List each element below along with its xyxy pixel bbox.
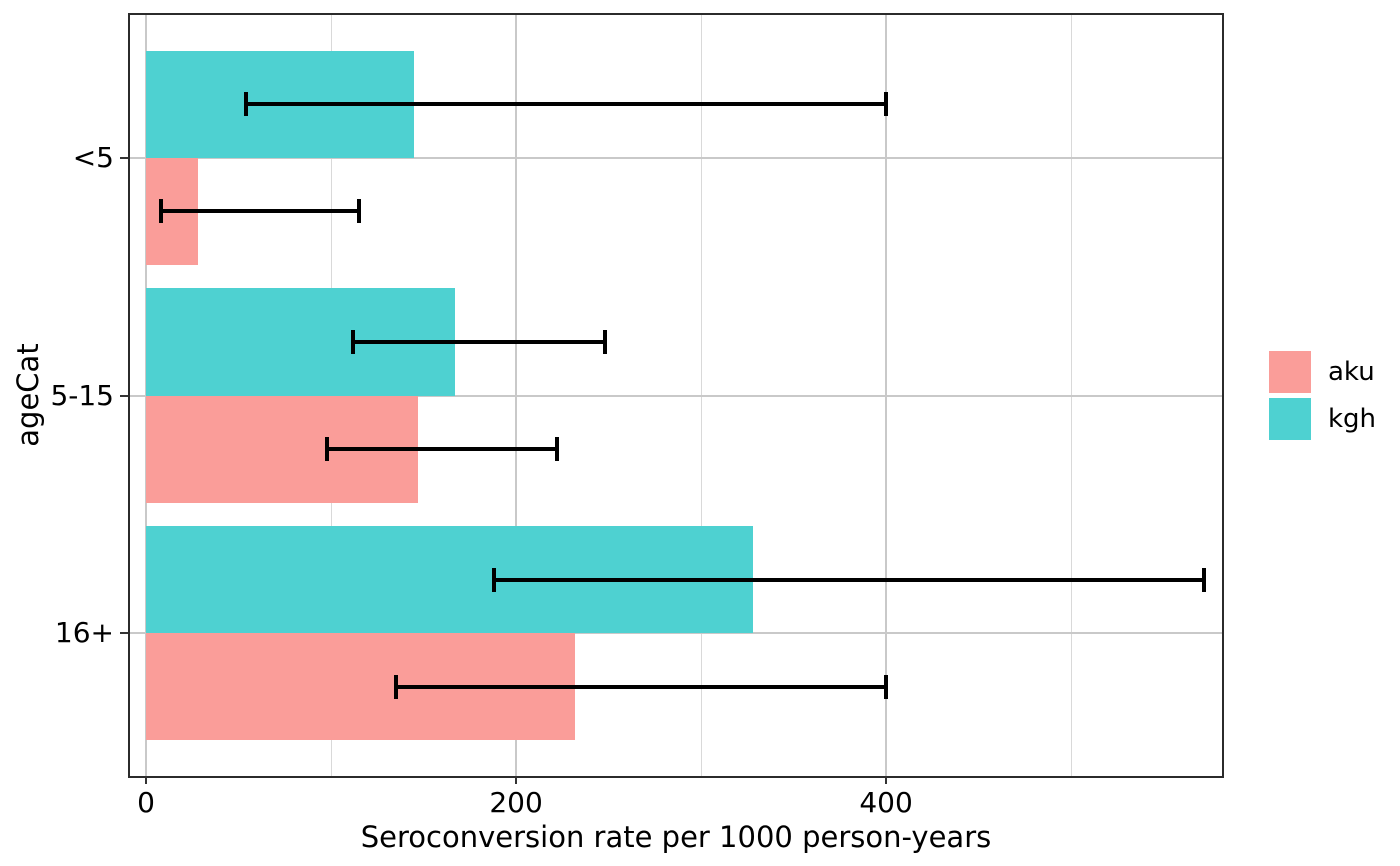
errorbar-cap-low-kgh-2 (491, 567, 496, 592)
errorbar-cap-high-aku-1 (554, 437, 559, 461)
legend-label-aku: aku (1328, 357, 1375, 387)
x-tick-label-400: 400 (859, 786, 913, 819)
x-tick-0 (145, 776, 148, 784)
errorbar-cap-high-kgh-1 (602, 329, 607, 354)
legend-label-kgh: kgh (1328, 404, 1377, 434)
errorbar-cap-low-aku-0 (158, 199, 163, 224)
errorbar-kgh-0 (245, 102, 887, 107)
legend-swatch-aku (1269, 351, 1311, 393)
errorbar-cap-low-kgh-0 (243, 92, 248, 117)
errorbar-aku-0 (160, 209, 359, 214)
x-axis-title: Seroconversion rate per 1000 person-year… (360, 820, 992, 854)
errorbar-kgh-1 (353, 339, 605, 344)
gridline-category-0 (130, 156, 1222, 159)
errorbar-cap-low-aku-2 (393, 674, 398, 699)
y-tick-label-1: 5-15 (50, 378, 114, 412)
errorbar-cap-high-aku-0 (356, 199, 361, 224)
errorbar-aku-2 (395, 684, 887, 689)
y-tick-label-0: <5 (72, 140, 114, 174)
errorbar-aku-1 (327, 447, 557, 451)
x-tick-label-200: 200 (489, 786, 543, 819)
y-tick-2 (120, 632, 128, 635)
x-tick-400 (885, 776, 888, 784)
y-axis-title: ageCat (11, 343, 45, 447)
x-tick-label-0: 0 (137, 786, 156, 819)
y-tick-0 (120, 156, 128, 159)
errorbar-cap-low-kgh-1 (351, 329, 356, 354)
legend-item-aku: aku (1269, 351, 1376, 393)
errorbar-kgh-2 (493, 577, 1205, 582)
y-tick-label-2: 16+ (54, 616, 114, 650)
x-tick-200 (515, 776, 518, 784)
legend-item-kgh: kgh (1269, 398, 1376, 440)
errorbar-cap-low-aku-1 (325, 437, 330, 461)
y-tick-1 (120, 394, 128, 397)
errorbar-cap-high-aku-2 (884, 674, 889, 699)
gridline-category-2 (130, 632, 1222, 635)
legend: aku kgh (1269, 351, 1376, 445)
legend-swatch-kgh (1269, 398, 1311, 440)
plot-panel (128, 13, 1224, 778)
errorbar-cap-high-kgh-0 (884, 92, 889, 117)
gridline-category-1 (130, 394, 1222, 397)
errorbar-cap-high-kgh-2 (1202, 567, 1207, 592)
